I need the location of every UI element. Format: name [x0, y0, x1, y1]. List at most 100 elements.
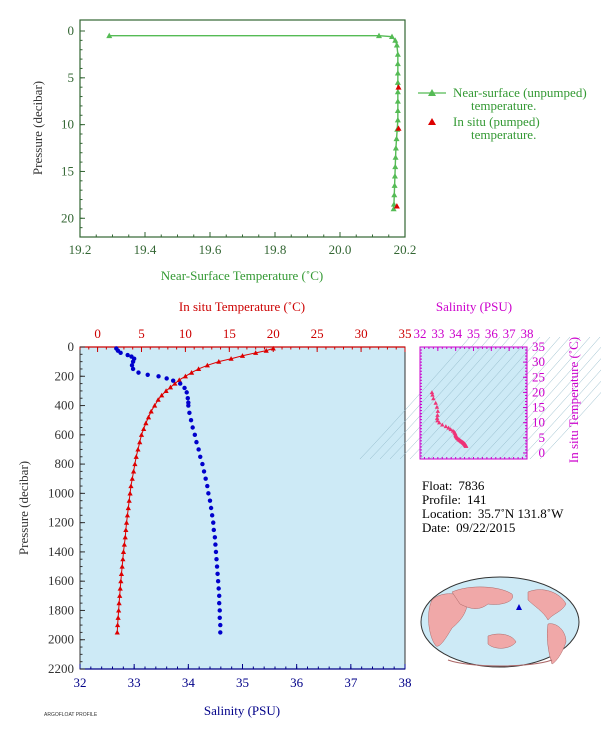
profile-y-tick-label: 200 [55, 368, 75, 383]
ns-x-tick-label: 20.2 [394, 242, 417, 257]
ts-y-tick-label: 30 [532, 354, 545, 369]
profile-salinity-point [205, 483, 210, 489]
profile-temperature-point [204, 362, 210, 368]
ts-x-tick-label: 38 [521, 326, 534, 341]
profile-bottom-tick-label: 35 [236, 675, 249, 690]
ns-unpumped-point [394, 60, 401, 67]
ts-point [435, 418, 440, 423]
profile-y-axis-label: Pressure (decibar) [16, 461, 31, 555]
ts-point [446, 425, 451, 430]
near-surface-plot-frame [79, 19, 406, 238]
profile-temperature-point [115, 615, 121, 620]
ns-x-tick-label: 19.8 [264, 242, 287, 257]
ts-point [431, 396, 436, 401]
ts-point [434, 415, 440, 420]
profile-temperature-point [195, 366, 202, 372]
map-land-australia [487, 633, 517, 649]
profile-salinity-point [187, 410, 192, 416]
profile-temperature-point [167, 384, 174, 390]
profile-salinity-point [206, 491, 211, 496]
ns-unpumped-point [391, 191, 398, 198]
profile-y-tick-label: 400 [55, 398, 75, 413]
profile-temperature-point [152, 402, 158, 408]
ns-pumped-point [395, 84, 402, 90]
profile-salinity-point [211, 520, 216, 525]
ns-unpumped-point [394, 88, 401, 95]
profile-bottom-tick-label: 38 [399, 675, 412, 690]
profile-temperature-point [120, 556, 126, 562]
legend-label-pumped: In situ (pumped) temperature. [453, 114, 540, 142]
ts-x-tick-label: 32 [414, 326, 427, 341]
profile-top-tick-label: 0 [94, 326, 101, 341]
ts-density-contour [469, 336, 581, 460]
ts-density-contour [479, 336, 591, 460]
profile-salinity-point [217, 600, 222, 606]
date-value: 09/22/2015 [456, 520, 515, 535]
profile-salinity-point [215, 578, 221, 584]
ts-density-contour [369, 336, 481, 460]
profile-salinity-point [217, 608, 222, 613]
profile-salinity-point [200, 461, 205, 467]
profile-temperature-point [121, 541, 127, 547]
profile-bottom-tick-label: 32 [74, 675, 87, 690]
map-land-antarctica [447, 659, 553, 667]
ts-density-contour [519, 369, 601, 460]
date-line: Date: 09/22/2015 [422, 520, 515, 535]
ts-y-tick-label: 15 [532, 400, 545, 415]
profile-salinity-point [170, 378, 176, 383]
ns-x-tick-label: 19.2 [69, 242, 92, 257]
profile-temperature-point [129, 476, 135, 481]
map-land-eurasia [451, 586, 513, 609]
near-surface-y-axis-label: Pressure (decibar) [30, 81, 45, 175]
profile-salinity-point [156, 374, 161, 379]
profile-bottom-tick-label: 37 [344, 675, 358, 690]
ts-point [463, 443, 469, 448]
profile-salinity-point [201, 469, 207, 474]
profile-salinity-point [217, 593, 222, 599]
profile-salinity-point [136, 370, 141, 375]
near-surface-panel: 19.2 19.4 19.6 19.8 20.0 20.2 0 5 10 15 20 Near-Su… [30, 19, 587, 283]
profile-temperature-point [133, 454, 139, 459]
profile-salinity-point [184, 390, 189, 395]
ts-density-contour [459, 336, 571, 460]
profile-salinity-point [145, 372, 150, 378]
float-location-marker [516, 604, 522, 610]
profile-temperature-point [116, 607, 122, 613]
ts-x-tick-label: 35 [467, 326, 480, 341]
ns-unpumped-point [394, 98, 401, 104]
ns-unpumped-point [376, 32, 382, 39]
profile-plot-area [79, 346, 406, 670]
ts-point [433, 400, 438, 405]
ts-x-tick-label: 37 [503, 326, 517, 341]
profile-y-tick-label: 1200 [48, 515, 74, 530]
profile-salinity-point [207, 498, 213, 503]
profile-top-tick-label: 20 [267, 326, 280, 341]
profile-salinity-point [185, 396, 190, 401]
ts-point [435, 408, 441, 413]
profile-top-tick-label: 25 [311, 326, 324, 341]
ts-density-contour [399, 336, 511, 460]
profile-temperature-point [138, 432, 145, 437]
profile-temperature-point [114, 629, 120, 635]
ns-x-tick-label: 20.0 [329, 242, 352, 257]
profile-salinity-point [178, 381, 183, 386]
profile-salinity-point [214, 564, 220, 569]
profile-temperature-point [119, 563, 125, 569]
ts-density-contour [509, 358, 601, 460]
profile-temperature-point [127, 490, 133, 496]
profile-temperature-point [135, 446, 141, 452]
profile-temperature-point [159, 392, 165, 398]
ns-unpumped-point [391, 182, 398, 188]
profile-y-tick-label: 1600 [48, 573, 74, 588]
profile-salinity-point [188, 417, 194, 423]
profile-bottom-tick-label: 33 [128, 675, 141, 690]
world-map [420, 576, 580, 668]
ts-point [430, 392, 435, 397]
profile-salinity-point [216, 586, 221, 591]
profile-bottom-axis-label: Salinity (PSU) [204, 703, 280, 718]
profile-temperature-point [126, 498, 132, 503]
profile-temperature-point [182, 373, 189, 379]
map-land-south-america [546, 623, 567, 665]
ts-density-contour [419, 336, 531, 460]
